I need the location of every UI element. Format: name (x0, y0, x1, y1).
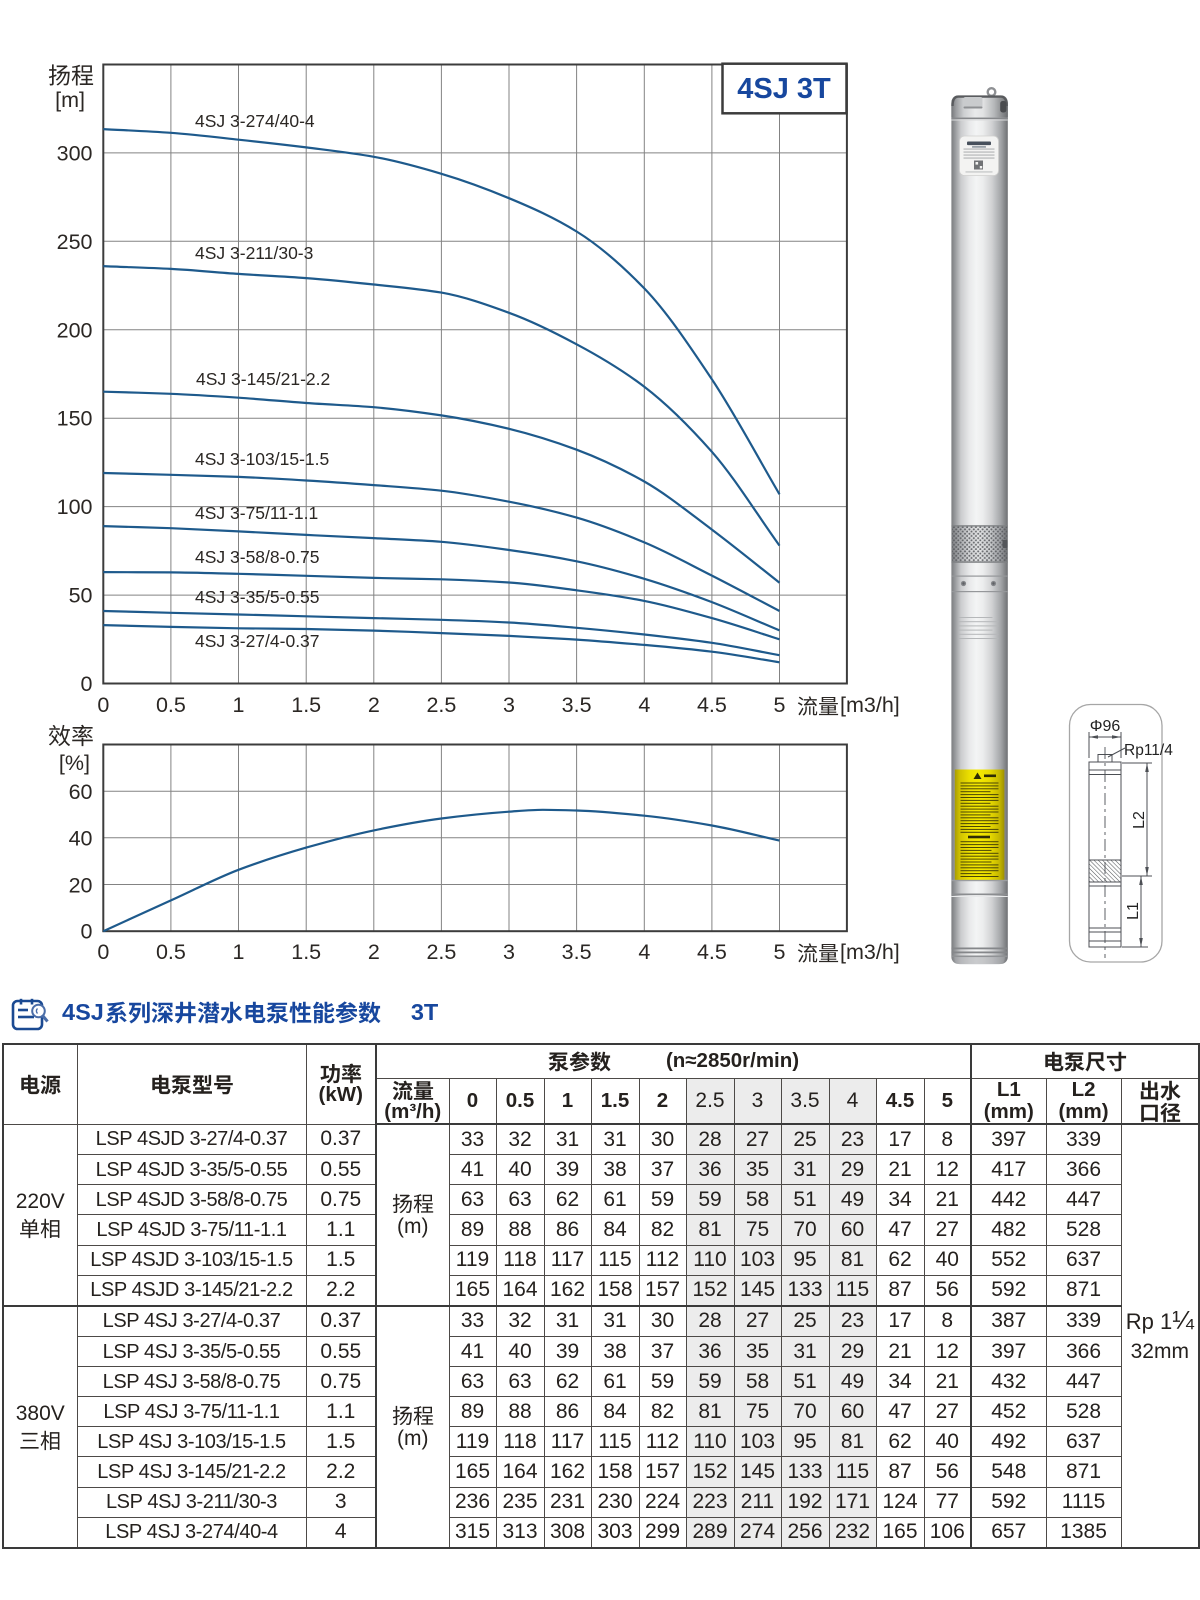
svg-text:4SJ 3T: 4SJ 3T (737, 73, 831, 105)
svg-text:4SJ 3-58/8-0.75: 4SJ 3-58/8-0.75 (195, 547, 320, 567)
svg-text:0.5: 0.5 (156, 693, 186, 717)
svg-text:4SJ 3-274/40-4: 4SJ 3-274/40-4 (195, 111, 315, 131)
svg-text:4SJ 3-27/4-0.37: 4SJ 3-27/4-0.37 (195, 631, 320, 651)
svg-text:2.5: 2.5 (426, 940, 456, 964)
svg-text:250: 250 (57, 230, 93, 254)
svg-text:2.5: 2.5 (426, 693, 456, 717)
svg-text:2: 2 (368, 940, 380, 964)
svg-text:[%]: [%] (59, 751, 90, 775)
svg-text:3.5: 3.5 (562, 693, 592, 717)
svg-text:1: 1 (233, 940, 245, 964)
svg-text:Φ96: Φ96 (1090, 718, 1121, 735)
svg-text:3: 3 (503, 940, 515, 964)
svg-text:[m3/h]: [m3/h] (840, 693, 900, 717)
svg-text:300: 300 (57, 141, 93, 165)
svg-text:0: 0 (81, 672, 93, 696)
svg-text:0.5: 0.5 (156, 940, 186, 964)
svg-text:L2: L2 (1131, 811, 1148, 829)
svg-text:4.5: 4.5 (697, 693, 727, 717)
svg-text:4: 4 (638, 693, 650, 717)
svg-text:40: 40 (69, 827, 93, 851)
svg-text:[m]: [m] (55, 88, 85, 112)
svg-text:3.5: 3.5 (562, 940, 592, 964)
svg-text:1.5: 1.5 (291, 940, 321, 964)
svg-text:4: 4 (638, 940, 650, 964)
svg-text:5: 5 (774, 940, 786, 964)
svg-text:4.5: 4.5 (697, 940, 727, 964)
svg-text:5: 5 (774, 693, 786, 717)
svg-text:2: 2 (368, 693, 380, 717)
svg-text:1: 1 (233, 693, 245, 717)
svg-text:L1: L1 (1125, 902, 1142, 920)
svg-text:[m3/h]: [m3/h] (840, 940, 900, 964)
svg-text:50: 50 (69, 584, 93, 608)
svg-text:4SJ 3-35/5-0.55: 4SJ 3-35/5-0.55 (195, 587, 320, 607)
svg-text:0: 0 (97, 693, 109, 717)
svg-text:4SJ 3-211/30-3: 4SJ 3-211/30-3 (195, 243, 313, 263)
svg-text:0: 0 (81, 920, 93, 944)
svg-text:0: 0 (97, 940, 109, 964)
svg-text:4SJ 3-75/11-1.1: 4SJ 3-75/11-1.1 (195, 503, 318, 523)
svg-text:20: 20 (69, 873, 93, 897)
svg-text:1.5: 1.5 (291, 693, 321, 717)
svg-text:200: 200 (57, 318, 93, 342)
svg-text:Rp11/4: Rp11/4 (1124, 742, 1173, 759)
svg-text:4SJ 3-103/15-1.5: 4SJ 3-103/15-1.5 (195, 449, 329, 469)
svg-text:60: 60 (69, 780, 93, 804)
svg-text:3: 3 (503, 693, 515, 717)
svg-text:100: 100 (57, 495, 93, 519)
svg-text:4SJ 3-145/21-2.2: 4SJ 3-145/21-2.2 (196, 369, 330, 389)
svg-text:150: 150 (57, 407, 93, 431)
